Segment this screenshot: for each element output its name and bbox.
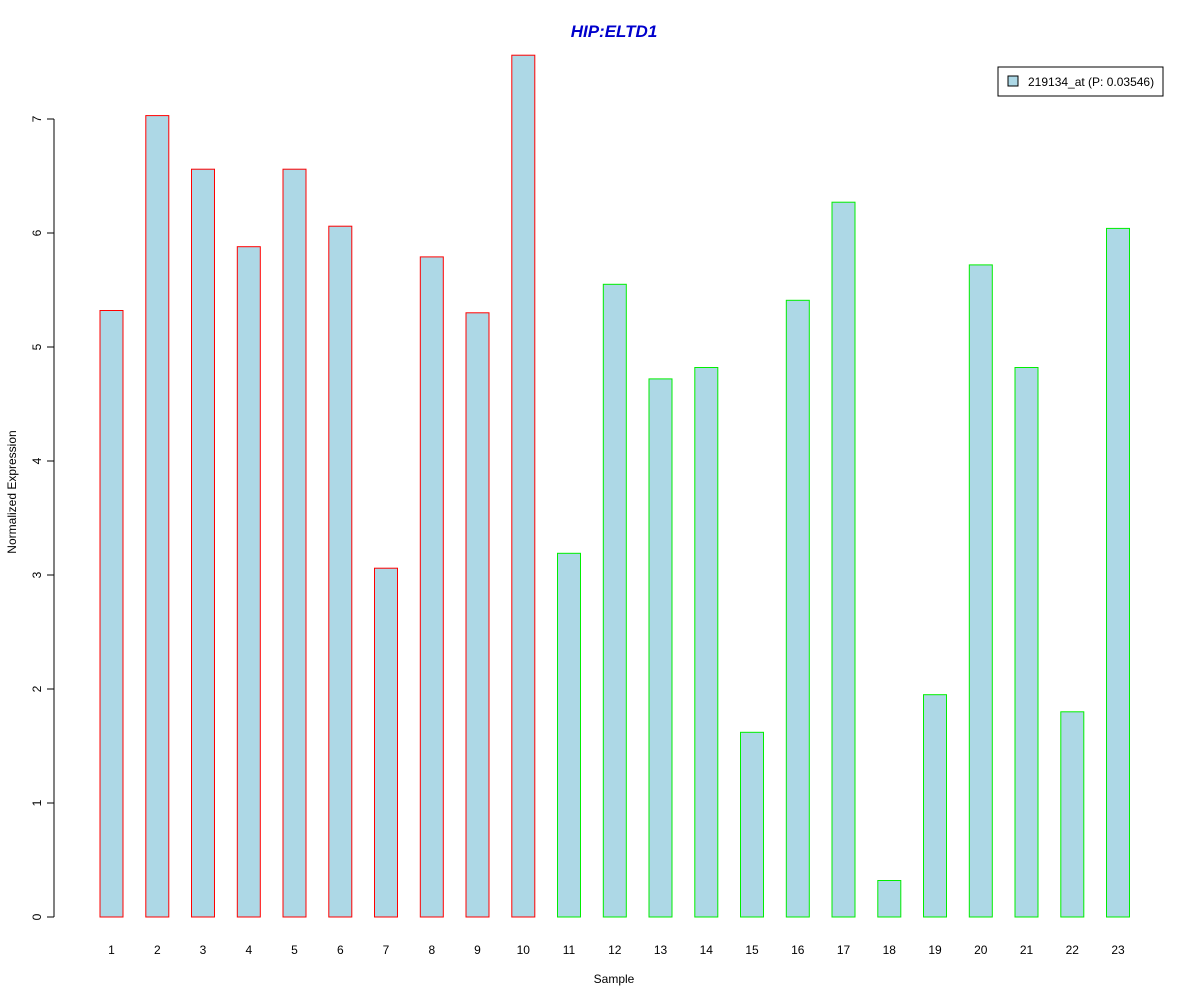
bar-sample-20	[968, 264, 993, 918]
x-tick-label: 13	[654, 943, 668, 957]
y-axis: 0 1 2 3 4 5 6 7	[30, 115, 55, 920]
x-tick-label: 4	[245, 943, 252, 957]
chart-title: HIP:ELTD1	[571, 22, 658, 41]
y-tick-label: 0	[30, 913, 44, 920]
bar-sample-8	[419, 256, 444, 918]
y-tick-label: 2	[30, 685, 44, 692]
bar-sample-21	[1014, 367, 1039, 918]
x-tick-label: 7	[383, 943, 390, 957]
y-tick-label: 1	[30, 799, 44, 806]
bar-sample-12	[602, 283, 627, 918]
x-tick-label: 11	[563, 943, 576, 957]
bar-sample-9	[465, 312, 490, 918]
x-tick-label: 9	[474, 943, 481, 957]
x-tick-label: 6	[337, 943, 344, 957]
bar-sample-11	[557, 552, 581, 918]
x-tick-label: 20	[974, 943, 988, 957]
x-tick-label: 14	[700, 943, 714, 957]
y-tick-label: 3	[30, 571, 44, 578]
bar-sample-16	[785, 299, 810, 918]
x-tick-label: 5	[291, 943, 298, 957]
legend-swatch	[1007, 75, 1019, 87]
x-tick-label: 1	[108, 943, 115, 957]
x-tick-label: 23	[1111, 943, 1125, 957]
bar-sample-6	[328, 225, 353, 918]
bar-sample-4	[236, 246, 261, 918]
bar-sample-7	[374, 567, 398, 918]
x-tick-label: 16	[791, 943, 805, 957]
bar-sample-15	[740, 731, 764, 918]
x-tick-label: 19	[928, 943, 942, 957]
y-tick-label: 5	[30, 343, 44, 350]
bar-sample-3	[191, 168, 215, 918]
bar-sample-13	[648, 378, 673, 918]
x-tick-label: 15	[745, 943, 759, 957]
y-axis-label: Normalized Expression	[5, 430, 19, 553]
y-tick-label: 6	[30, 229, 44, 236]
bars	[99, 54, 1130, 918]
legend-label: 219134_at (P: 0.03546)	[1028, 75, 1154, 89]
bar-sample-17	[831, 201, 856, 918]
legend: 219134_at (P: 0.03546)	[997, 66, 1164, 97]
bar-sample-23	[1106, 227, 1130, 918]
y-tick-label: 4	[30, 457, 44, 464]
x-tick-label: 10	[517, 943, 531, 957]
bar-sample-1	[99, 310, 124, 918]
x-tick-label: 12	[608, 943, 622, 957]
x-tick-label: 18	[883, 943, 897, 957]
y-tick-label: 7	[30, 115, 44, 122]
bar-sample-18	[877, 880, 902, 918]
bar-sample-14	[694, 367, 719, 918]
x-tick-label: 3	[200, 943, 207, 957]
x-axis-label: Sample	[594, 972, 635, 986]
bar-sample-2	[145, 115, 170, 918]
x-tick-label: 21	[1020, 943, 1034, 957]
x-tick-label: 17	[837, 943, 851, 957]
bar-sample-19	[923, 694, 947, 918]
bar-sample-10	[511, 54, 536, 918]
x-tick-label: 22	[1066, 943, 1080, 957]
x-tick-label: 8	[428, 943, 435, 957]
bar-sample-22	[1060, 711, 1085, 918]
x-tick-label: 2	[154, 943, 161, 957]
x-tick-labels: 1 2 3 4 5 6 7 8 9 10 11 12 13 14 15 16 17 18 19 20 21 22 23	[108, 943, 1125, 957]
bar-sample-5	[282, 168, 307, 918]
legend-box	[997, 66, 1164, 97]
